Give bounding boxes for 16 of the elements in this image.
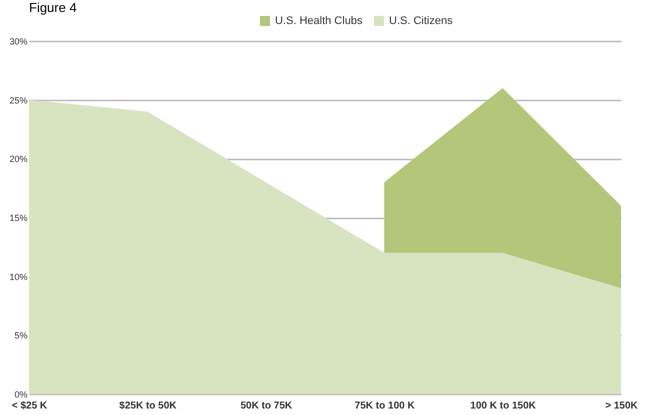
x-tick-label: < $25 K: [12, 400, 48, 412]
x-tick-label: 50K to 75K: [240, 400, 293, 412]
x-tick-label: $25K to 50K: [119, 400, 178, 412]
y-tick-label: 0%: [14, 390, 28, 400]
x-tick-label: > 150K: [605, 400, 639, 412]
y-tick-label: 30%: [9, 36, 28, 46]
x-tick-label: 75K to 100 K: [354, 400, 416, 412]
y-tick-label: 20%: [9, 154, 28, 164]
legend-label: U.S. Citizens: [389, 15, 454, 27]
legend-label: U.S. Health Clubs: [275, 15, 363, 27]
y-tick-label: 5%: [14, 330, 28, 341]
chart-title: Figure 4: [29, 0, 77, 15]
y-tick-label: 25%: [9, 95, 28, 106]
x-tick-label: 100 K to 150K: [470, 400, 537, 412]
y-tick-label: 15%: [9, 213, 28, 223]
y-tick-label: 10%: [9, 272, 28, 282]
